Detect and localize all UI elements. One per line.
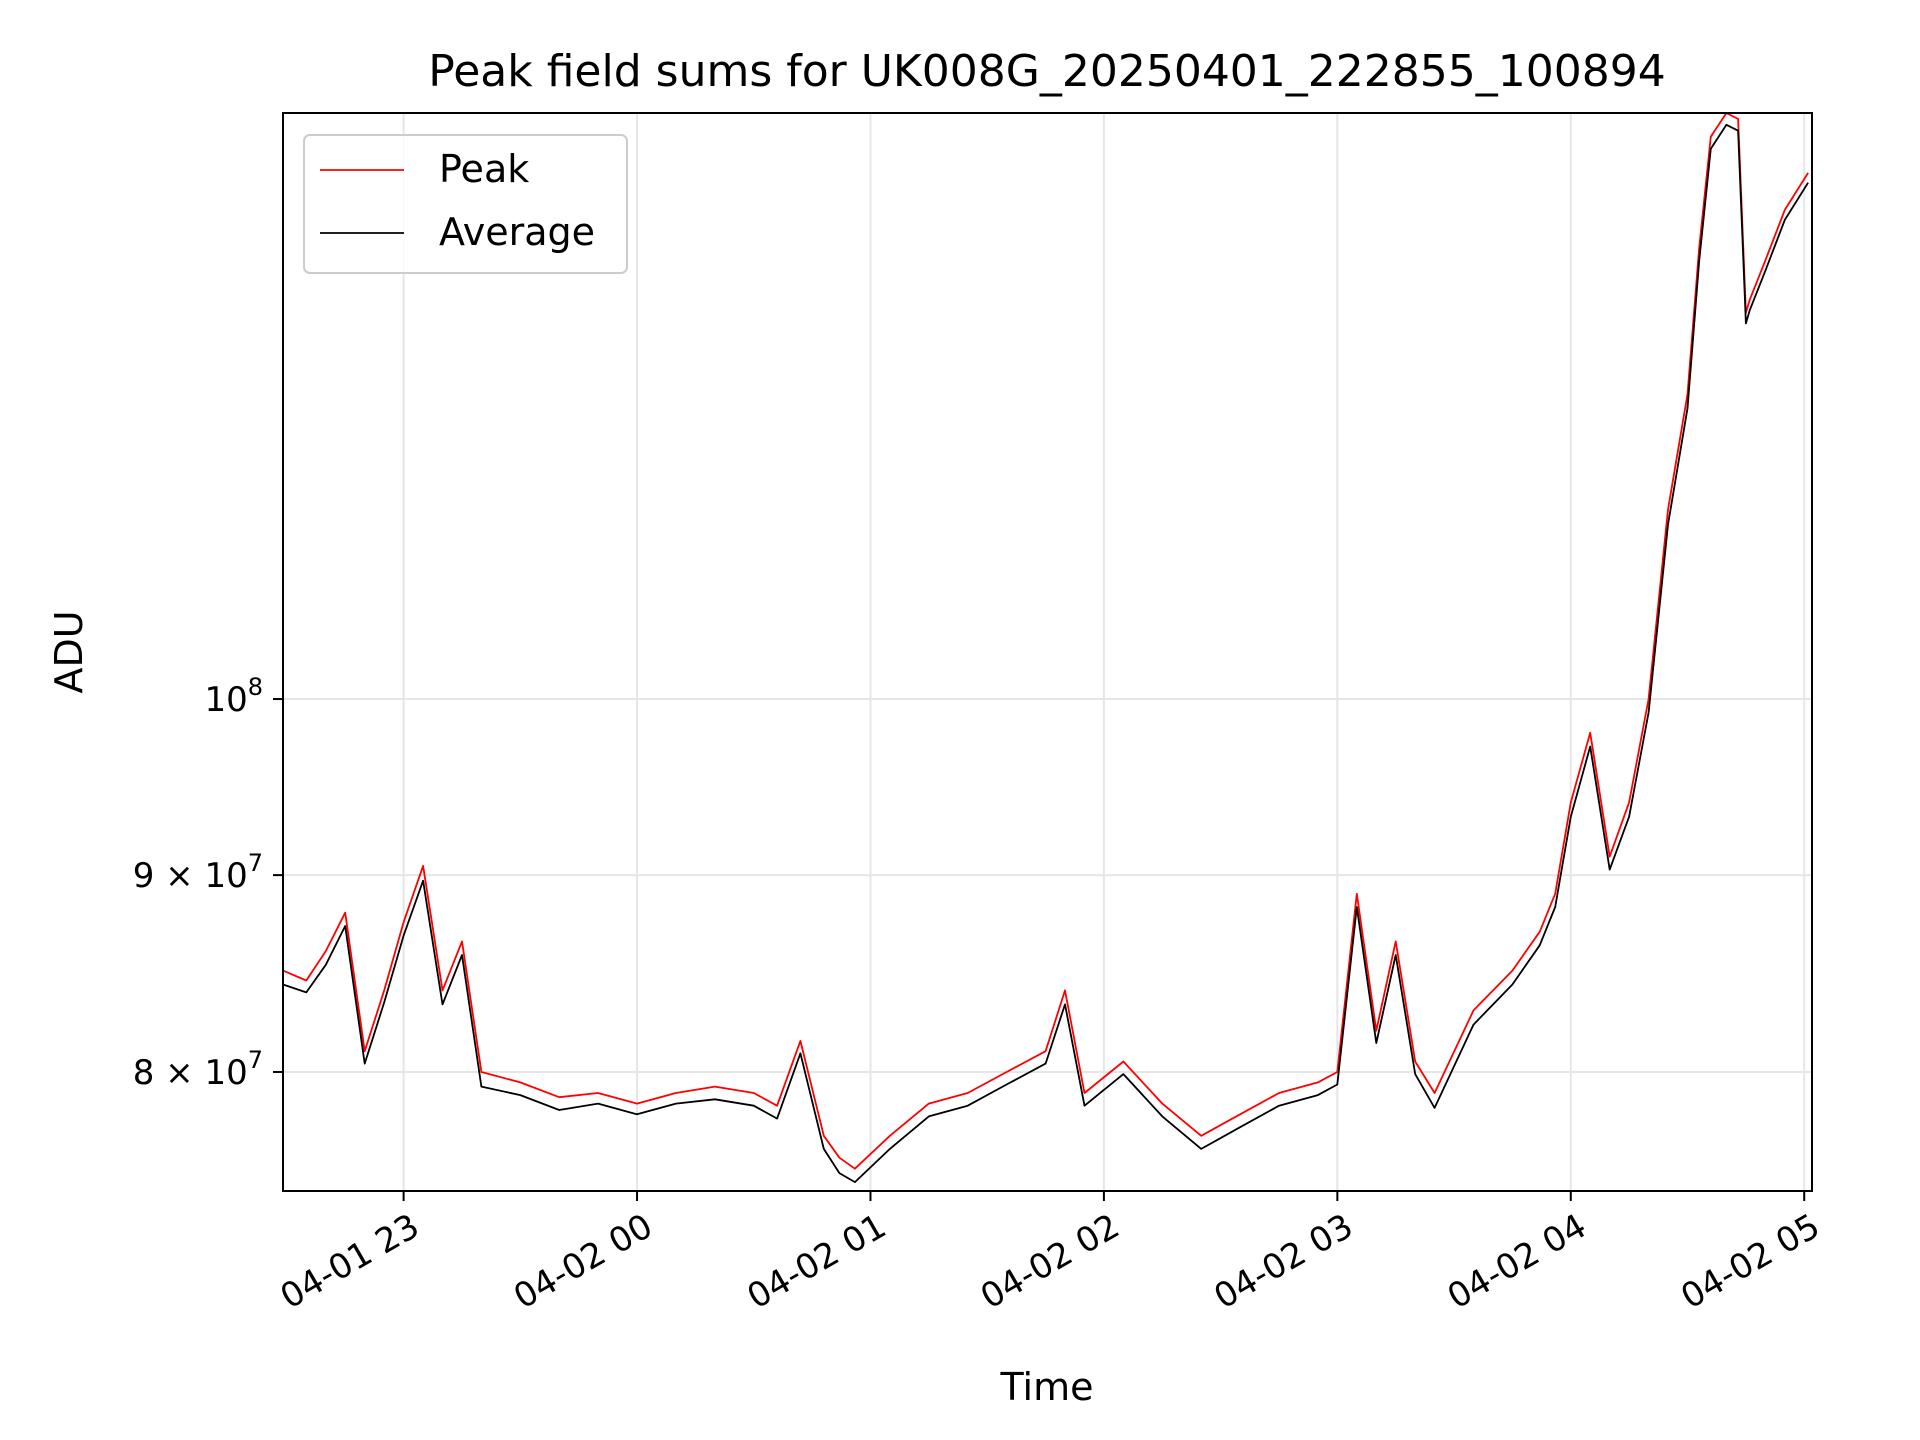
chart-title: Peak field sums for UK008G_20250401_2228…: [428, 46, 1665, 97]
series-line-average: [282, 123, 1809, 1183]
grid: [283, 113, 1812, 1191]
x-tick-label: 04-02 00: [507, 1206, 659, 1317]
x-tick-label: 04-01 23: [274, 1206, 426, 1317]
legend: Peak Average: [303, 134, 628, 274]
x-tick-label: 04-02 04: [1441, 1206, 1593, 1317]
series-lines: [282, 112, 1809, 1183]
x-axis: 04-01 23 04-02 00 04-02 01 04-02 02 04-02 03…: [274, 1191, 1827, 1317]
y-axis: 8 × 107 9 × 107 108: [133, 673, 283, 1093]
plot-frame: [282, 112, 1813, 1192]
x-tick-label: 04-02 03: [1207, 1206, 1359, 1317]
x-axis-label: Time: [1000, 1365, 1094, 1409]
legend-label-average: Average: [439, 210, 595, 254]
y-tick-label: 8 × 107: [133, 1046, 263, 1093]
y-tick-label: 108: [204, 673, 263, 720]
y-axis-label: ADU: [47, 610, 91, 693]
x-tick-label: 04-02 02: [974, 1206, 1126, 1317]
x-tick-label: 04-02 05: [1674, 1206, 1826, 1317]
x-tick-label: 04-02 01: [741, 1206, 893, 1317]
legend-label-peak: Peak: [439, 147, 529, 191]
y-tick-label: 9 × 107: [133, 849, 263, 896]
series-line-peak: [282, 112, 1809, 1170]
